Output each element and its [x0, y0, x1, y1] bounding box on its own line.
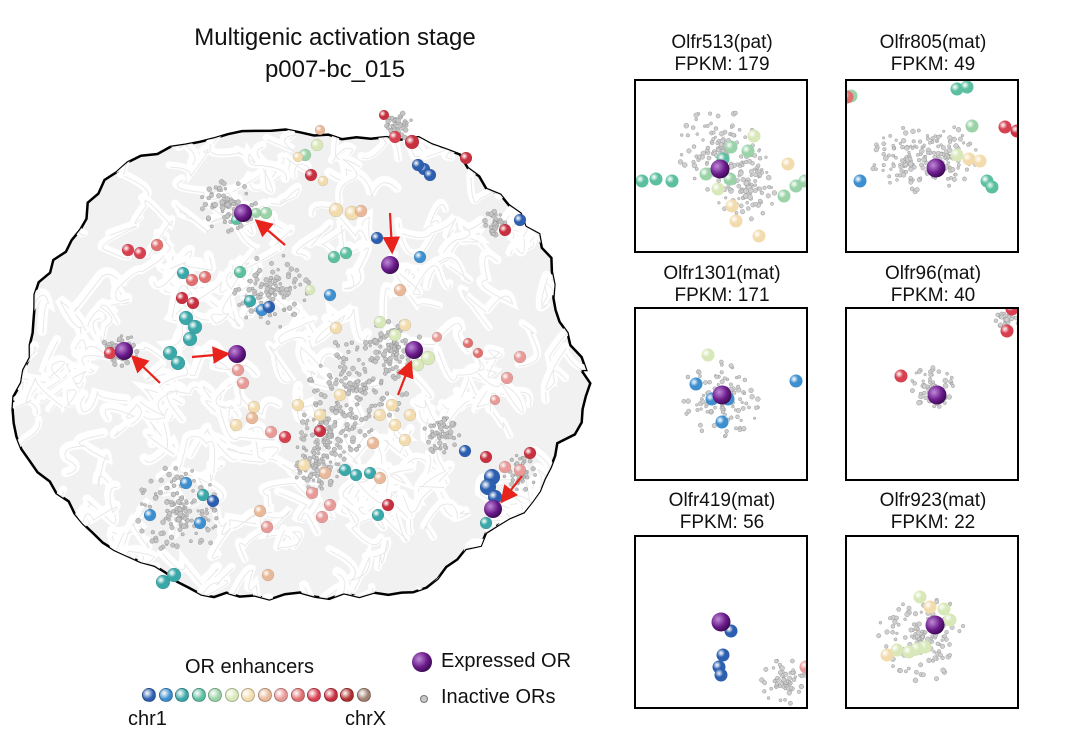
colorbar-label-chrx: chrX: [345, 708, 387, 730]
expressed-or-spheres: [115, 204, 502, 518]
zoom-panel-render: [876, 590, 966, 684]
zoom-panel-render: [681, 348, 803, 439]
zoom-panel-render: [636, 110, 806, 243]
colorbar-sphere: [208, 688, 222, 702]
panel-5-gene: Olfr419(mat): [668, 490, 776, 511]
expressed-or-legend-label: Expressed OR: [441, 650, 572, 672]
zoom-panel-olfr96: [845, 307, 1019, 481]
colorbar-label-chr1: chr1: [128, 708, 167, 730]
colorbar-sphere: [191, 688, 206, 702]
zoom-panel-olfr513: [634, 79, 808, 253]
red-arrows: [130, 212, 523, 504]
zoom-panel-render: [847, 81, 1017, 195]
zoom-panel-olfr1301: [634, 307, 808, 481]
panel-6-gene: Olfr923(mat): [879, 490, 987, 511]
panel-3-gene: Olfr1301(mat): [663, 263, 781, 284]
panel-3-fpkm: FPKM: 171: [674, 285, 770, 306]
colorbar-sphere: [340, 688, 354, 702]
figure-subtitle: p007-bc_015: [264, 56, 406, 83]
colorbar-sphere: [257, 688, 272, 702]
zoom-panel-olfr805: [845, 79, 1019, 253]
inactive-or-cluster: [101, 110, 537, 551]
panel-2-fpkm: FPKM: 49: [890, 54, 976, 75]
or-enhancer-spheres: [103, 109, 537, 590]
zoom-panel-olfr923: [845, 535, 1019, 709]
colorbar-sphere: [274, 688, 288, 702]
colorbar-sphere: [290, 688, 305, 702]
nucleus-rendering: [11, 109, 592, 601]
panel-6-fpkm: FPKM: 22: [890, 512, 976, 533]
enhancers-legend-title: OR enhancers: [185, 656, 314, 678]
panel-4-gene: Olfr96(mat): [884, 263, 982, 284]
inactive-or-legend-label: Inactive ORs: [441, 686, 556, 708]
expressed-or-legend-icon: [412, 652, 432, 672]
panel-2-gene: Olfr805(mat): [879, 32, 987, 53]
zoom-panel-render: [894, 309, 1017, 409]
zoom-panel-render: [711, 612, 806, 706]
colorbar-sphere: [323, 688, 338, 702]
panel-1-gene: Olfr513(pat): [671, 32, 773, 53]
zoom-panel-olfr419: [634, 535, 808, 709]
figure-title: Multigenic activation stage: [194, 24, 476, 51]
colorbar-sphere: [356, 688, 371, 702]
colorbar-sphere: [307, 688, 321, 702]
colorbar-sphere: [175, 688, 189, 702]
panel-4-fpkm: FPKM: 40: [890, 285, 976, 306]
inactive-or-legend-icon: [420, 695, 428, 703]
panel-1-fpkm: FPKM: 179: [674, 54, 770, 75]
colorbar-sphere: [224, 688, 239, 702]
colorbar-sphere: [241, 688, 255, 702]
panel-5-fpkm: FPKM: 56: [679, 512, 765, 533]
colorbar-sphere: [158, 688, 173, 702]
colorbar-sphere: [142, 688, 156, 702]
